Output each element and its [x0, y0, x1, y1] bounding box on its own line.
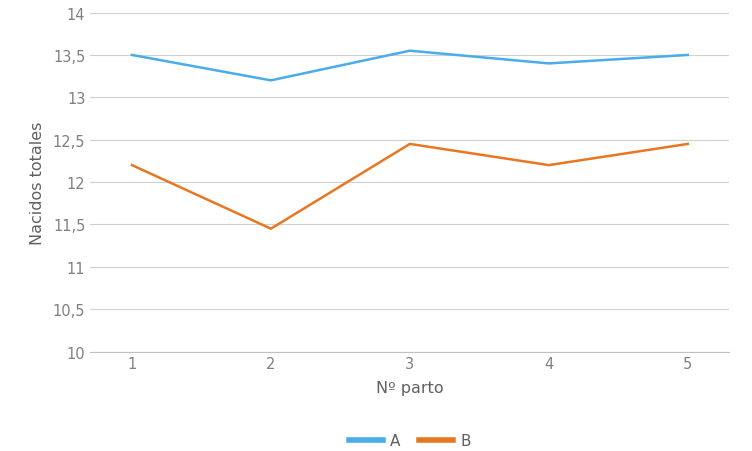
Legend: A, B: A, B — [343, 427, 477, 451]
Y-axis label: Nacidos totales: Nacidos totales — [29, 121, 44, 244]
X-axis label: Nº parto: Nº parto — [376, 380, 444, 395]
